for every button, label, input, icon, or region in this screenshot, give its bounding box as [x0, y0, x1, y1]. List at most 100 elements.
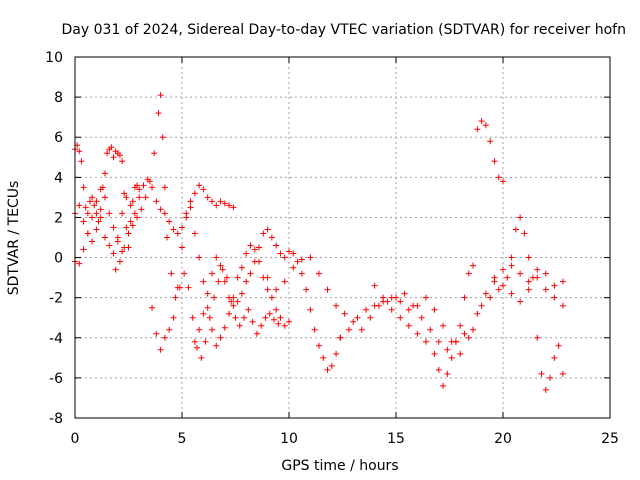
- data-point: [435, 366, 442, 373]
- data-point: [230, 204, 237, 211]
- data-point: [89, 194, 96, 201]
- data-point: [422, 338, 429, 345]
- data-point: [538, 370, 545, 377]
- data-point: [264, 226, 271, 233]
- data-point: [525, 254, 532, 261]
- data-point: [234, 274, 241, 281]
- data-point: [84, 210, 91, 217]
- data-point: [84, 230, 91, 237]
- data-point: [243, 278, 250, 285]
- data-point: [226, 294, 233, 301]
- data-point: [226, 310, 233, 317]
- data-point: [166, 326, 173, 333]
- data-point: [134, 214, 141, 221]
- data-point: [258, 322, 265, 329]
- data-point: [164, 234, 171, 241]
- data-point: [119, 210, 126, 217]
- data-point: [273, 286, 280, 293]
- axis-ticks: [74, 56, 611, 419]
- data-point: [268, 234, 275, 241]
- data-point: [551, 282, 558, 289]
- data-point: [457, 322, 464, 329]
- data-point: [153, 198, 160, 205]
- data-point: [97, 186, 104, 193]
- data-point: [245, 306, 252, 313]
- y-tick-labels: -8 -6 -4 -2 0 2 4 6 8 10: [45, 50, 63, 427]
- data-point: [86, 198, 93, 205]
- data-point: [457, 350, 464, 357]
- data-point: [168, 270, 175, 277]
- data-point: [114, 238, 121, 245]
- data-point: [187, 204, 194, 211]
- data-point: [91, 202, 98, 209]
- data-point: [414, 302, 421, 309]
- data-point: [328, 362, 335, 369]
- data-point: [555, 342, 562, 349]
- data-point: [397, 314, 404, 321]
- data-point: [138, 206, 145, 213]
- data-point: [508, 262, 515, 269]
- data-point: [358, 326, 365, 333]
- x-tick-label: 25: [601, 431, 619, 447]
- data-point: [251, 246, 258, 253]
- data-point: [121, 190, 128, 197]
- data-point: [93, 210, 100, 217]
- data-point: [140, 182, 147, 189]
- data-point: [213, 254, 220, 261]
- data-point: [157, 92, 164, 99]
- data-point: [465, 270, 472, 277]
- data-point: [247, 270, 254, 277]
- data-point: [315, 270, 322, 277]
- data-point: [422, 294, 429, 301]
- x-tick-label: 5: [178, 431, 187, 447]
- data-point: [534, 266, 541, 273]
- data-point: [482, 290, 489, 297]
- data-point: [217, 198, 224, 205]
- data-point: [230, 302, 237, 309]
- y-tick-label: 6: [54, 130, 63, 146]
- data-point: [80, 184, 87, 191]
- data-point: [183, 214, 190, 221]
- data-point: [200, 278, 207, 285]
- data-point: [517, 214, 524, 221]
- data-point: [97, 206, 104, 213]
- data-point: [228, 298, 235, 305]
- data-point: [482, 122, 489, 129]
- data-point: [241, 314, 248, 321]
- data-point: [157, 206, 164, 213]
- data-point: [534, 334, 541, 341]
- series-s5: [149, 204, 292, 353]
- data-point: [238, 264, 245, 271]
- data-point: [275, 320, 282, 327]
- data-point: [542, 270, 549, 277]
- data-point: [123, 224, 130, 231]
- series-s11: [478, 214, 566, 393]
- series-s9: [371, 262, 477, 389]
- data-point: [213, 202, 220, 209]
- data-point: [136, 194, 143, 201]
- data-point: [474, 310, 481, 317]
- data-point: [234, 298, 241, 305]
- data-point: [185, 284, 192, 291]
- series-s8: [337, 262, 566, 357]
- data-point: [303, 286, 310, 293]
- y-axis-label: SDTVAR / TECUs: [6, 181, 22, 296]
- data-point: [204, 290, 211, 297]
- data-point: [157, 346, 164, 353]
- x-tick-label: 15: [387, 431, 405, 447]
- data-point: [294, 258, 301, 265]
- data-point: [281, 322, 288, 329]
- data-point: [104, 150, 111, 157]
- data-point: [388, 306, 395, 313]
- data-point: [101, 194, 108, 201]
- data-point: [200, 186, 207, 193]
- data-point: [418, 314, 425, 321]
- data-point: [547, 374, 554, 381]
- series-s1: [72, 142, 143, 251]
- data-point: [444, 346, 451, 353]
- data-point: [187, 198, 194, 205]
- data-point: [161, 334, 168, 341]
- data-point: [236, 322, 243, 329]
- data-point: [221, 200, 228, 207]
- data-point: [525, 278, 532, 285]
